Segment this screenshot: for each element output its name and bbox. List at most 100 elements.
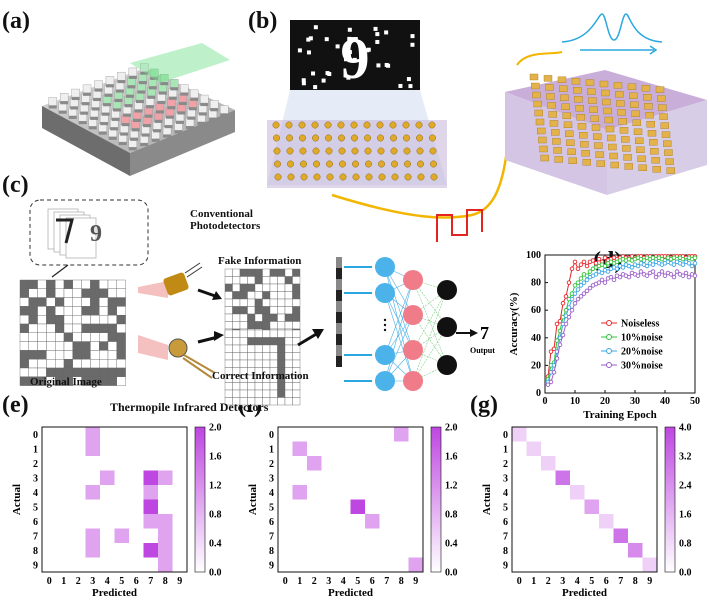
- grid-cell: [262, 283, 271, 292]
- legend-swatch-marker: [606, 362, 612, 368]
- pixel-cube: [48, 97, 57, 106]
- chip-pixel: [590, 115, 599, 122]
- data-point: [563, 321, 569, 327]
- chip-pixel: [649, 138, 658, 146]
- grid-cell: [28, 358, 38, 369]
- grid-cell: [55, 314, 65, 325]
- grid-cell: [239, 321, 248, 330]
- panel-label-c: (c): [2, 172, 29, 198]
- data-point: [584, 288, 590, 294]
- pixel-cube-side: [104, 93, 113, 97]
- grid-cell: [277, 382, 286, 391]
- y-tick-label: 3: [269, 473, 274, 484]
- grid-cell: [247, 344, 256, 353]
- ellipsis-dot: [383, 328, 387, 332]
- data-point: [587, 285, 593, 291]
- output-label: Output: [470, 346, 495, 355]
- pixel-cube-side: [125, 94, 134, 98]
- noise-pixel: [335, 44, 340, 49]
- heatmap-cell: [114, 528, 129, 543]
- data-point: [593, 272, 599, 277]
- noisy-digit-image: 9: [290, 20, 420, 91]
- grid-cell: [269, 382, 278, 391]
- y-tick-label: 5: [269, 502, 274, 513]
- grid-cell: [269, 344, 278, 353]
- grid-cell: [292, 298, 301, 307]
- data-point: [614, 266, 620, 272]
- data-point: [653, 274, 659, 280]
- grid-cell: [254, 313, 263, 322]
- chip-pixel: [560, 94, 569, 102]
- pixel-cube: [220, 105, 229, 114]
- grid-cell: [254, 352, 263, 361]
- detector-element: [324, 121, 332, 129]
- data-point: [590, 258, 596, 263]
- chip-pixel: [630, 101, 639, 109]
- grid-cell: [72, 341, 82, 351]
- data-point: [572, 291, 578, 296]
- noise-pixel: [375, 32, 380, 37]
- grid-cell: [28, 306, 38, 316]
- chip-pixel: [665, 158, 674, 165]
- heatmap-cell: [143, 499, 158, 514]
- data-point: [593, 261, 599, 266]
- pixel-cube-side: [113, 108, 122, 112]
- colorbar-tick-label: 0.4: [209, 539, 222, 550]
- grid-cell: [90, 332, 100, 342]
- pixel-cube-side: [60, 101, 69, 105]
- chip-pixel: [567, 148, 576, 156]
- detector-element: [403, 134, 410, 142]
- data-point: [620, 265, 626, 270]
- chip-pixel: [643, 93, 652, 101]
- y-tick-label: 4: [503, 488, 508, 499]
- pixel-cube-side: [164, 125, 173, 129]
- grid-cell: [277, 268, 286, 277]
- grid-cell: [98, 350, 109, 360]
- grid-cell: [19, 367, 30, 378]
- inset-seven: [56, 218, 74, 244]
- detector-element: [403, 147, 411, 155]
- colorbar-tick-label: 2.0: [209, 423, 222, 434]
- grid-cell: [55, 332, 65, 342]
- x-tick-label: 7: [618, 576, 623, 587]
- grid-cell: [262, 337, 271, 346]
- detector-element: [298, 121, 306, 129]
- detector-element: [326, 173, 334, 181]
- pixel-cube: [105, 76, 115, 85]
- x-axis-label: Training Epoch: [583, 409, 656, 421]
- chip-pixel: [589, 106, 598, 113]
- detector-element: [415, 121, 423, 129]
- grid-cell: [269, 283, 278, 292]
- y-tick-label: 4: [269, 488, 274, 499]
- grid-cell: [37, 288, 47, 298]
- detector-element: [287, 173, 295, 181]
- grid-cell: [81, 297, 91, 307]
- data-point: [578, 294, 584, 299]
- detector-element: [352, 173, 360, 181]
- chip-pixel: [651, 156, 660, 164]
- data-point: [602, 255, 608, 261]
- data-point: [575, 296, 581, 302]
- y-tick-label: 60: [531, 305, 541, 316]
- pixel-cube-side: [143, 124, 152, 128]
- grid-cell: [28, 350, 38, 360]
- colorbar-tick-label: 0.0: [679, 568, 692, 579]
- data-point: [659, 269, 665, 274]
- pixel-cube-side: [91, 107, 100, 111]
- grid-cell: [247, 359, 256, 368]
- data-point: [554, 338, 560, 343]
- detector-element: [337, 121, 345, 129]
- grid-cell: [90, 358, 100, 369]
- grid-cell: [232, 382, 241, 391]
- data-point: [605, 269, 611, 274]
- pixel-cube-side: [167, 106, 176, 110]
- pixel-cube-side: [138, 81, 147, 85]
- pixel-cube-side: [128, 75, 137, 79]
- noise-pixel: [301, 78, 306, 83]
- data-point: [584, 277, 590, 283]
- data-point: [629, 265, 635, 270]
- confusion-matrix-f: 0 1 2 3 4 5 6 7 8 90123456789PredictedActual0.00.…: [247, 423, 458, 600]
- detector-element: [430, 160, 437, 168]
- grid-cell: [224, 329, 233, 338]
- grid-cell: [284, 313, 293, 322]
